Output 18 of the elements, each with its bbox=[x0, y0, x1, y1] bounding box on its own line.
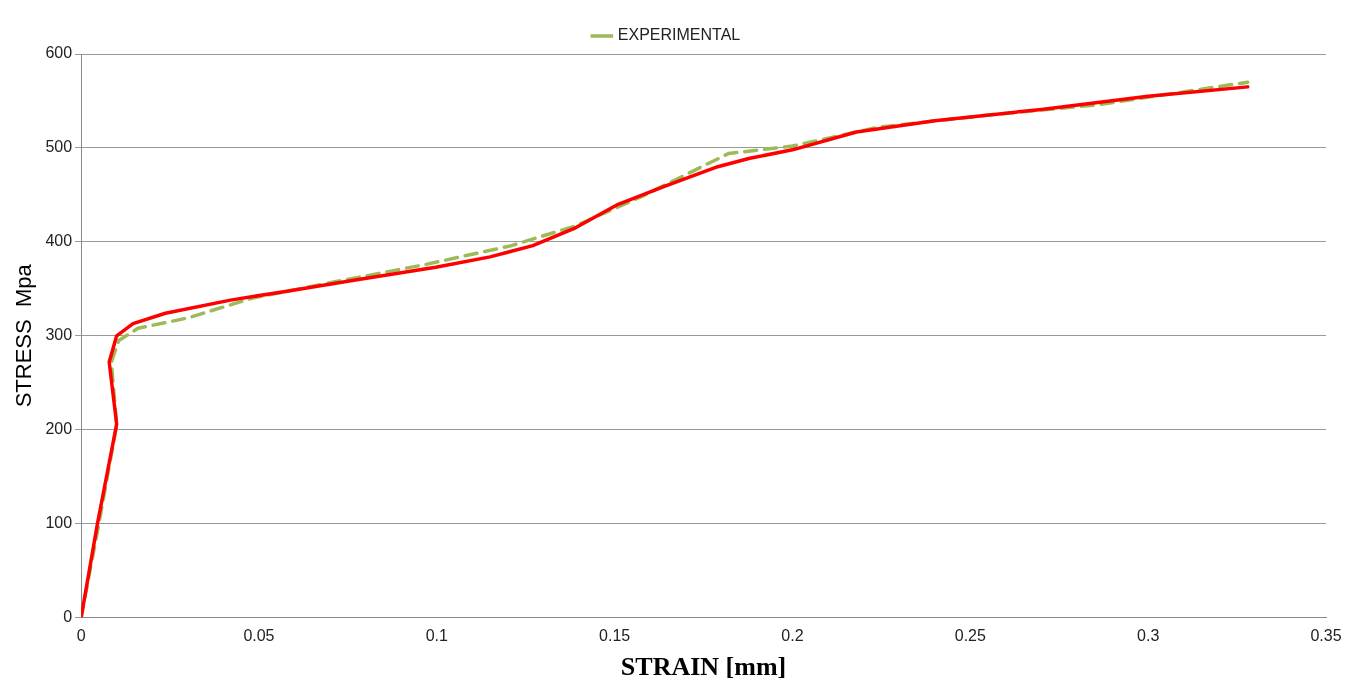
x-tick-label: 0.25 bbox=[954, 626, 986, 644]
y-tick-label: 200 bbox=[45, 420, 73, 438]
y-tick-label: 600 bbox=[45, 44, 73, 62]
x-tick-label: 0.1 bbox=[425, 626, 448, 644]
y-tick-label: 300 bbox=[45, 326, 73, 344]
y-tick-label: 0 bbox=[63, 608, 73, 626]
y-tick-label: 500 bbox=[45, 138, 73, 156]
y-axis-title: STRESS Mpa bbox=[11, 263, 37, 408]
y-tick-label: 400 bbox=[45, 232, 73, 250]
x-tick-label: 0.05 bbox=[243, 626, 275, 644]
x-tick-label: 0.35 bbox=[1310, 626, 1342, 644]
legend-label: EXPERIMENTAL bbox=[617, 26, 741, 44]
x-axis-title: STRAIN [mm] bbox=[620, 652, 787, 682]
x-tick-label: 0 bbox=[76, 626, 86, 644]
x-tick-label: 0.2 bbox=[781, 626, 804, 644]
x-tick-label: 0.15 bbox=[599, 626, 631, 644]
x-tick-label: 0.3 bbox=[1137, 626, 1160, 644]
y-tick-label: 100 bbox=[45, 514, 73, 532]
